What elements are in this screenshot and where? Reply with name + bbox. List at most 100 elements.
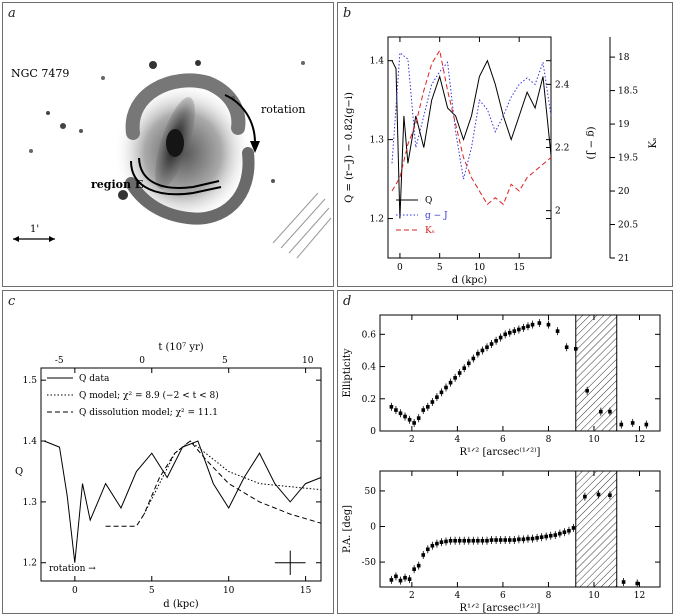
rotation-arrow (224, 94, 256, 144)
panel-a-label: a (8, 6, 16, 21)
region-e-outline (130, 160, 222, 196)
series-line-gj (391, 51, 552, 180)
x-tick-label: 10 (474, 263, 486, 273)
x-tick-label: 0 (72, 586, 78, 596)
x-tick-label: 0 (397, 263, 403, 273)
ks-axis-tick-label: 19 (618, 120, 630, 130)
star (101, 76, 105, 80)
y-tick-label: 0 (370, 523, 376, 533)
star (29, 149, 33, 153)
region-e-label: region E (91, 178, 143, 191)
galaxy-core (166, 129, 184, 157)
ks-axis-tick-label: 18 (618, 53, 630, 63)
y-axis-label-mid: (g − J) (585, 127, 596, 160)
chart-d: 2 4 6 8 10 12 0 0.2 0.4 0.6 R¹ᐟ² [arcsec⁽¹ᐟ²⁾] Elli… (342, 314, 661, 613)
x-tick-label: 4 (455, 591, 461, 601)
x-tick-label: 12 (634, 591, 645, 601)
star (79, 129, 83, 133)
x-tick-label: 2 (409, 591, 415, 601)
x-tick-label: 10 (223, 586, 235, 596)
y-axis-label: P.A. [deg] (342, 505, 353, 553)
series-line-q-model (143, 440, 322, 515)
star (46, 111, 50, 115)
x-tick-label: 5 (437, 263, 443, 273)
plot-frame (379, 470, 661, 588)
panel-c-label: c (8, 294, 16, 309)
y-tick-label: 0.2 (362, 395, 376, 405)
y-axis-label-left: Q = (r−J) − 0.82(g−i) (344, 92, 355, 203)
ks-axis-tick-label: 20 (618, 187, 630, 197)
hatched-region (575, 470, 618, 588)
ks-axis-tick-label: 18.5 (618, 87, 638, 97)
ks-axis-tick-label: 19.5 (618, 154, 638, 164)
star (149, 61, 157, 69)
x-tick-label: 15 (300, 586, 312, 596)
top-x-tick-label: 10 (302, 356, 314, 366)
star (301, 61, 305, 65)
legend-label: Q (425, 196, 432, 206)
y-tick-label: 0.4 (362, 363, 377, 373)
plot-frame (387, 36, 552, 259)
legend-label: g − J (425, 211, 448, 221)
y-tick-label: 1.3 (23, 498, 38, 508)
y-tick-label-mid: 2.2 (555, 144, 569, 154)
x-tick-label: 5 (149, 586, 155, 596)
scale-bar-label: 1' (30, 224, 39, 235)
galaxy-spiral-arm-south (125, 147, 255, 225)
x-axis-label: R¹ᐟ² [arcsec⁽¹ᐟ²⁾] (460, 447, 541, 458)
legend-label: Q data (79, 374, 110, 384)
plot-frame (379, 314, 661, 432)
top-x-tick-label: -5 (55, 356, 64, 366)
x-tick-label: 6 (500, 435, 506, 445)
ks-axis-tick-label: 20.5 (618, 221, 638, 231)
series-line-q-dissolution-model (105, 440, 322, 527)
artifact-streak (296, 217, 332, 259)
rotation-arrowhead (250, 141, 260, 153)
y-tick-label-mid: 2 (555, 207, 561, 217)
x-axis-label: d (kpc) (163, 599, 199, 610)
panel-a: a (2, 2, 334, 287)
y-tick-label: 1.5 (23, 376, 38, 386)
y-tick-label: 1.2 (370, 215, 384, 225)
star (195, 60, 201, 66)
y-tick-label: 1.3 (370, 136, 385, 146)
x-tick-label: 6 (500, 591, 506, 601)
chart-c: 0 5 10 15 -5 0 5 10 1.2 1.3 1.4 1.5 d (kpc) t (10⁷ yr… (15, 342, 322, 610)
x-tick-label: 8 (546, 435, 552, 445)
artifact-streak (288, 207, 330, 254)
x-tick-label: 8 (546, 591, 552, 601)
x-tick-label: 2 (409, 435, 415, 445)
star (60, 123, 66, 129)
y-tick-label: 1.4 (370, 57, 385, 67)
y-tick-label-mid: 2.4 (555, 80, 570, 90)
y-tick-label: 1.2 (23, 559, 37, 569)
panel-d-label: d (343, 294, 352, 309)
star (118, 190, 128, 200)
plot-frame (40, 367, 322, 582)
y-tick-label: 50 (365, 487, 377, 497)
legend-label: Kₛ (425, 226, 435, 236)
artifact-streak (272, 192, 319, 244)
top-axis-label: t (10⁷ yr) (158, 342, 203, 353)
top-x-tick-label: 0 (139, 356, 145, 366)
x-tick-label: 4 (455, 435, 461, 445)
rotation-label: rotation (261, 103, 306, 116)
scale-bar-arrow-right (49, 236, 55, 242)
x-tick-label: 10 (588, 591, 600, 601)
hatched-region (575, 314, 618, 432)
panel-d: d 2 4 6 8 10 12 0 0.2 0.4 0.6 R¹ᐟ² [arcsec⁽¹ᐟ²⁾] El… (337, 290, 673, 614)
y-tick-label: 1.4 (23, 437, 38, 447)
chart-b: 0 5 10 15 1.2 1.3 1.4 2 2.2 2.4 18 18.5 19 19.5 20 20.5… (344, 36, 659, 286)
galaxy-name-label: NGC 7479 (11, 67, 69, 80)
x-tick-label: 12 (634, 435, 645, 445)
x-axis-label: d (kpc) (452, 275, 488, 286)
x-tick-label: 10 (588, 435, 600, 445)
legend-label: Q dissolution model; χ² = 11.1 (79, 408, 218, 418)
ks-axis-tick-label: 21 (618, 254, 629, 264)
panel-b: b 0 5 10 15 1.2 1.3 1.4 2 2.2 2.4 18 18.5 19 19.5 20 20… (337, 2, 673, 287)
y-tick-label: 0 (370, 427, 376, 437)
top-x-tick-label: 5 (222, 356, 228, 366)
scale-bar-arrow-left (13, 236, 19, 242)
artifact-streak (280, 198, 326, 249)
star (271, 179, 275, 183)
